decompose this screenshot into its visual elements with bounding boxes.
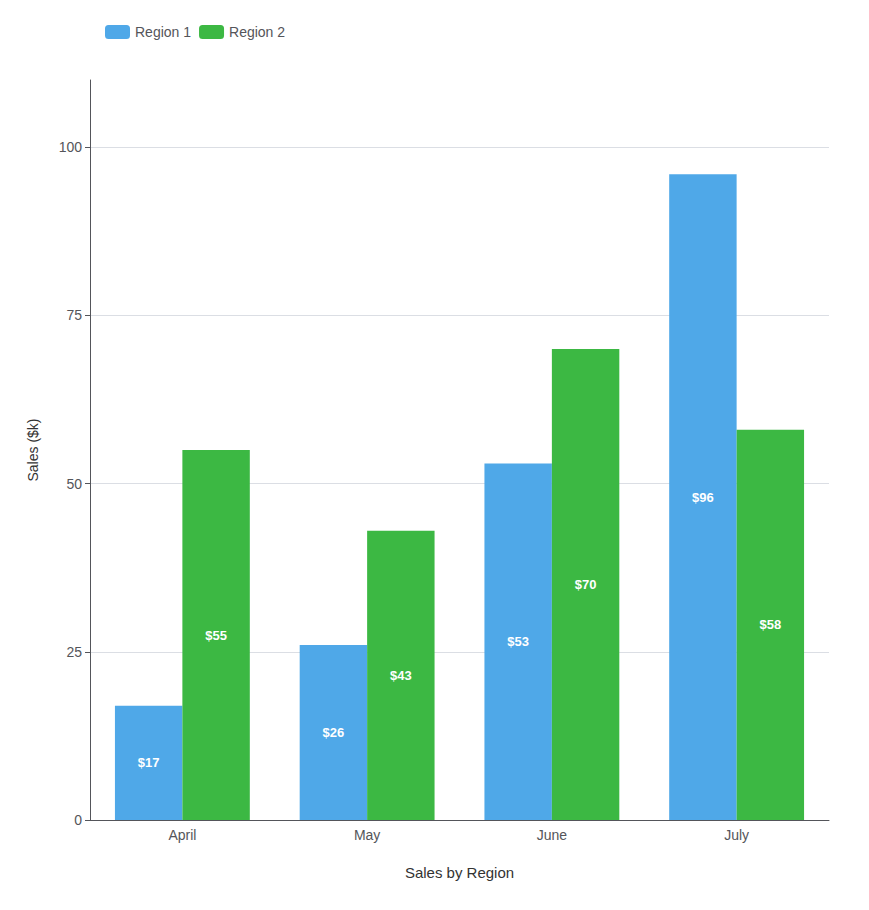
svg-text:April: April xyxy=(168,827,196,843)
svg-text:Region 1: Region 1 xyxy=(135,24,191,40)
svg-text:$55: $55 xyxy=(205,628,227,643)
svg-text:July: July xyxy=(724,827,749,843)
svg-text:Region 2: Region 2 xyxy=(229,24,285,40)
svg-text:June: June xyxy=(537,827,568,843)
svg-text:75: 75 xyxy=(66,307,82,323)
svg-text:0: 0 xyxy=(74,812,82,828)
svg-text:$26: $26 xyxy=(323,725,345,740)
svg-text:$96: $96 xyxy=(692,490,714,505)
svg-text:100: 100 xyxy=(59,139,83,155)
svg-text:Sales ($k): Sales ($k) xyxy=(25,418,41,481)
svg-text:50: 50 xyxy=(66,476,82,492)
svg-text:$43: $43 xyxy=(390,668,412,683)
svg-text:25: 25 xyxy=(66,644,82,660)
svg-text:$58: $58 xyxy=(759,617,781,632)
svg-text:$17: $17 xyxy=(138,755,160,770)
svg-text:$70: $70 xyxy=(575,577,597,592)
svg-text:$53: $53 xyxy=(507,634,529,649)
svg-text:May: May xyxy=(354,827,380,843)
svg-text:Sales by Region: Sales by Region xyxy=(405,864,514,881)
